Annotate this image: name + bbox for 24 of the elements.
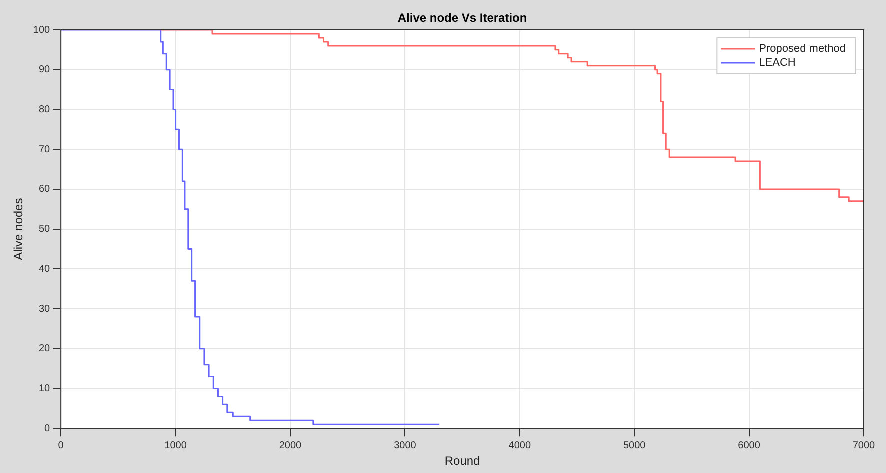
y-axis-title: Alive nodes xyxy=(12,198,26,260)
x-tick-label: 6000 xyxy=(738,440,761,452)
x-tick-label: 7000 xyxy=(852,440,876,452)
y-tick-label: 60 xyxy=(38,184,51,196)
x-tick-label: 5000 xyxy=(623,440,646,452)
y-tick-label: 70 xyxy=(38,144,51,156)
x-tick-label: 1000 xyxy=(164,440,188,452)
x-tick-label: 4000 xyxy=(508,440,532,452)
y-tick-label: 30 xyxy=(38,304,51,315)
x-tick-label: 2000 xyxy=(279,440,302,452)
y-tick-label: 100 xyxy=(33,24,51,36)
y-tick-label: 50 xyxy=(38,224,51,236)
y-tick-label: 10 xyxy=(38,383,51,394)
y-tick-label: 0 xyxy=(44,423,51,434)
legend-label: Proposed method xyxy=(759,43,846,56)
y-tick-label: 90 xyxy=(38,64,51,76)
x-tick-label: 3000 xyxy=(394,440,417,452)
y-tick-label: 20 xyxy=(38,344,51,355)
y-tick-label: 80 xyxy=(38,104,51,116)
x-axis-title: Round xyxy=(444,454,480,468)
y-tick-label: 40 xyxy=(38,264,51,275)
legend-label: LEACH xyxy=(759,57,796,70)
x-tick-label: 0 xyxy=(58,440,64,452)
chart-title: Alive node Vs Iteration xyxy=(398,11,528,25)
